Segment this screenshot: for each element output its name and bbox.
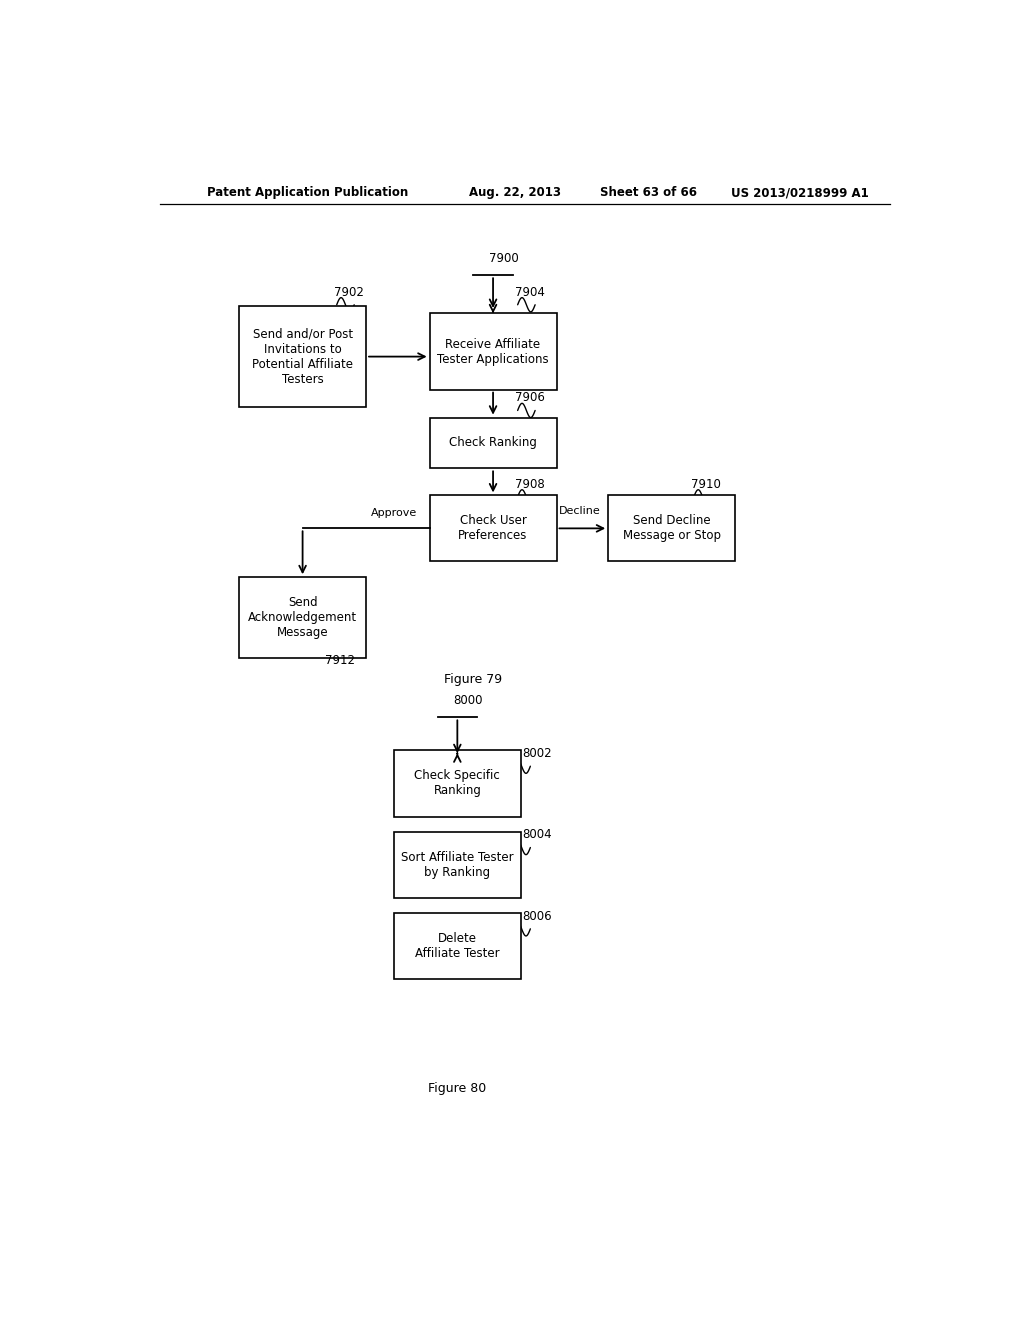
FancyBboxPatch shape bbox=[394, 832, 521, 898]
FancyBboxPatch shape bbox=[394, 913, 521, 979]
Text: Sheet 63 of 66: Sheet 63 of 66 bbox=[600, 186, 697, 199]
Text: Figure 79: Figure 79 bbox=[444, 673, 503, 686]
Text: Check User
Preferences: Check User Preferences bbox=[459, 515, 527, 543]
FancyBboxPatch shape bbox=[430, 495, 557, 561]
Text: Check Ranking: Check Ranking bbox=[450, 437, 537, 450]
FancyBboxPatch shape bbox=[608, 495, 735, 561]
Text: 8004: 8004 bbox=[522, 829, 552, 841]
Text: 7906: 7906 bbox=[515, 391, 545, 404]
Text: 7904: 7904 bbox=[515, 285, 545, 298]
FancyBboxPatch shape bbox=[430, 313, 557, 389]
Text: Sort Affiliate Tester
by Ranking: Sort Affiliate Tester by Ranking bbox=[401, 851, 514, 879]
Text: Patent Application Publication: Patent Application Publication bbox=[207, 186, 409, 199]
Text: 7908: 7908 bbox=[515, 478, 545, 491]
Text: 8006: 8006 bbox=[522, 909, 552, 923]
Text: Send Decline
Message or Stop: Send Decline Message or Stop bbox=[623, 515, 721, 543]
FancyBboxPatch shape bbox=[240, 306, 367, 408]
Text: 8002: 8002 bbox=[522, 747, 552, 760]
Text: US 2013/0218999 A1: US 2013/0218999 A1 bbox=[731, 186, 869, 199]
FancyBboxPatch shape bbox=[394, 751, 521, 817]
FancyBboxPatch shape bbox=[240, 577, 367, 659]
Text: 8000: 8000 bbox=[454, 694, 483, 708]
Text: Delete
Affiliate Tester: Delete Affiliate Tester bbox=[415, 932, 500, 960]
Text: Figure 80: Figure 80 bbox=[428, 1082, 486, 1094]
Text: Receive Affiliate
Tester Applications: Receive Affiliate Tester Applications bbox=[437, 338, 549, 366]
Text: Send
Acknowledgement
Message: Send Acknowledgement Message bbox=[248, 597, 357, 639]
Text: 7910: 7910 bbox=[691, 478, 721, 491]
FancyBboxPatch shape bbox=[430, 417, 557, 469]
Text: Decline: Decline bbox=[559, 506, 601, 516]
Text: Send and/or Post
Invitations to
Potential Affiliate
Testers: Send and/or Post Invitations to Potentia… bbox=[252, 327, 353, 385]
Text: Check Specific
Ranking: Check Specific Ranking bbox=[415, 770, 500, 797]
Text: Aug. 22, 2013: Aug. 22, 2013 bbox=[469, 186, 561, 199]
Text: 7912: 7912 bbox=[325, 655, 354, 668]
Text: 7902: 7902 bbox=[334, 285, 365, 298]
Text: Approve: Approve bbox=[371, 508, 417, 519]
Text: 7900: 7900 bbox=[489, 252, 519, 265]
